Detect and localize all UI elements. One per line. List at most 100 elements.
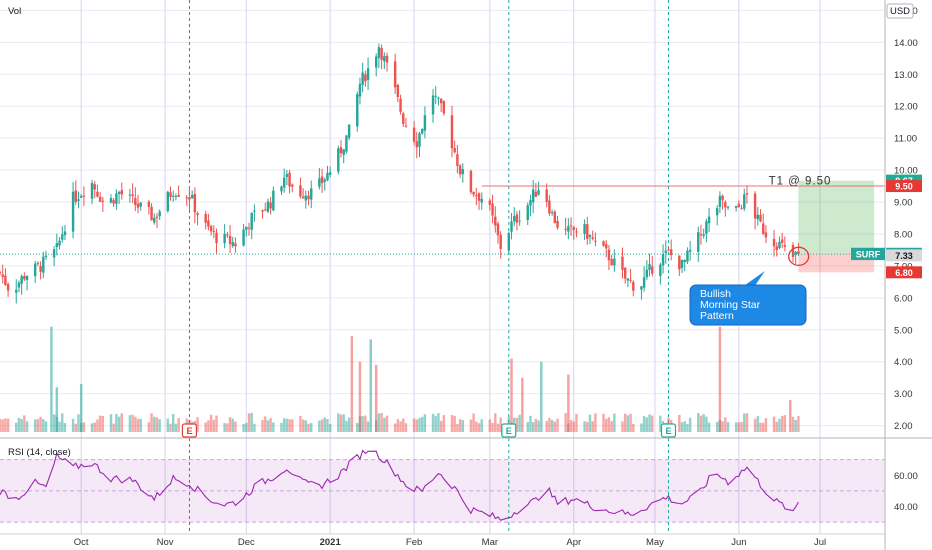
candle-body	[567, 226, 570, 232]
candle-body	[245, 226, 248, 230]
volume-bar	[783, 415, 787, 432]
price-tick-label: 8.00	[894, 229, 913, 240]
candle-body	[439, 98, 443, 104]
volume-bar	[724, 417, 727, 432]
volume-bar	[109, 414, 113, 432]
candle-body	[101, 200, 105, 202]
price-tag: 7.33	[895, 251, 913, 261]
x-tick-label: Apr	[566, 537, 581, 548]
candle-body	[794, 251, 797, 256]
volume-bar	[33, 419, 37, 432]
volume-bar	[339, 414, 343, 432]
volume-bars	[0, 326, 800, 432]
candle-body	[699, 234, 703, 236]
candle-body	[632, 281, 635, 291]
volume-bar	[461, 420, 465, 432]
volume-bar	[477, 423, 481, 432]
volume-bar	[740, 421, 743, 432]
volume-bar	[420, 416, 424, 432]
volume-bar	[442, 415, 446, 432]
candle-body	[678, 255, 681, 270]
candle-body	[753, 193, 757, 219]
volume-bar	[291, 419, 294, 432]
candle-body	[491, 203, 494, 216]
candle-body	[602, 241, 605, 246]
candle-body	[797, 251, 800, 255]
candle-body	[147, 201, 151, 207]
price-tag-bg	[886, 180, 922, 193]
price-tick-label: 2.00	[894, 421, 913, 432]
candle-body	[496, 223, 500, 236]
rsi-series	[0, 449, 799, 521]
earnings-marker-label: E	[506, 426, 512, 436]
candle-body	[477, 193, 481, 201]
candle-body	[686, 250, 689, 262]
candle-body	[461, 169, 465, 175]
candle-body	[226, 234, 229, 236]
volume-bar	[453, 415, 456, 432]
volume-bar	[780, 415, 784, 432]
volume-bar	[439, 420, 443, 432]
volume-bar	[404, 423, 408, 432]
volume-bar	[778, 418, 781, 432]
rsi-label: RSI (14, close)	[8, 447, 71, 458]
candle-body	[472, 191, 475, 195]
candle-body	[301, 196, 305, 199]
volume-bar	[734, 422, 738, 432]
candle-body	[52, 249, 56, 258]
volume-bar	[715, 421, 719, 432]
candle-body	[556, 220, 559, 228]
candle-body	[117, 192, 121, 194]
earnings-marker	[181, 423, 198, 438]
volume-bar	[215, 415, 218, 432]
candle-body	[96, 191, 99, 197]
volume-bar	[223, 423, 226, 432]
candle-body	[664, 250, 667, 254]
volume-bar	[93, 422, 96, 432]
candle-body	[347, 124, 351, 138]
candle-body	[680, 260, 684, 268]
candle-body	[534, 191, 538, 197]
candle-body	[299, 185, 302, 197]
candle-body	[494, 216, 497, 226]
candle-body	[23, 275, 26, 280]
candle-body	[25, 276, 29, 281]
currency-label[interactable]: USD	[890, 6, 910, 17]
volume-label: Vol	[8, 6, 21, 17]
volume-bar	[450, 415, 454, 432]
candle-body	[193, 193, 197, 213]
volume-spike	[521, 377, 524, 432]
volume-bar	[642, 415, 646, 432]
volume-bar	[82, 422, 86, 432]
candle-body	[272, 190, 275, 211]
candle-body	[82, 195, 86, 197]
candle-body	[393, 61, 397, 88]
volume-bar	[174, 423, 178, 432]
volume-bar	[759, 422, 762, 432]
candle-body	[404, 125, 408, 127]
candle-body	[613, 258, 616, 266]
candle-body	[718, 195, 722, 207]
volume-bar	[437, 413, 440, 432]
candle-body	[629, 279, 632, 281]
earnings-marker-label: E	[186, 426, 192, 436]
callout-text: Pattern	[700, 310, 734, 322]
candle-body	[450, 115, 454, 149]
callout-box	[689, 284, 807, 326]
candle-body	[326, 172, 329, 181]
volume-bar	[575, 413, 578, 432]
candle-body	[518, 220, 521, 222]
volume-spike	[50, 326, 53, 432]
candle-body	[1, 274, 4, 277]
volume-bar	[364, 415, 367, 432]
volume-bar	[242, 424, 245, 432]
volume-bar	[531, 422, 535, 432]
volume-bar	[58, 421, 61, 432]
candle-body	[207, 220, 210, 227]
price-tick-label: 10.00	[894, 166, 918, 177]
target-label: T1 @ 9.50	[769, 176, 832, 188]
volume-bar	[98, 415, 102, 432]
volume-bar	[74, 423, 77, 432]
volume-bar	[415, 419, 419, 432]
candle-body	[645, 269, 649, 278]
